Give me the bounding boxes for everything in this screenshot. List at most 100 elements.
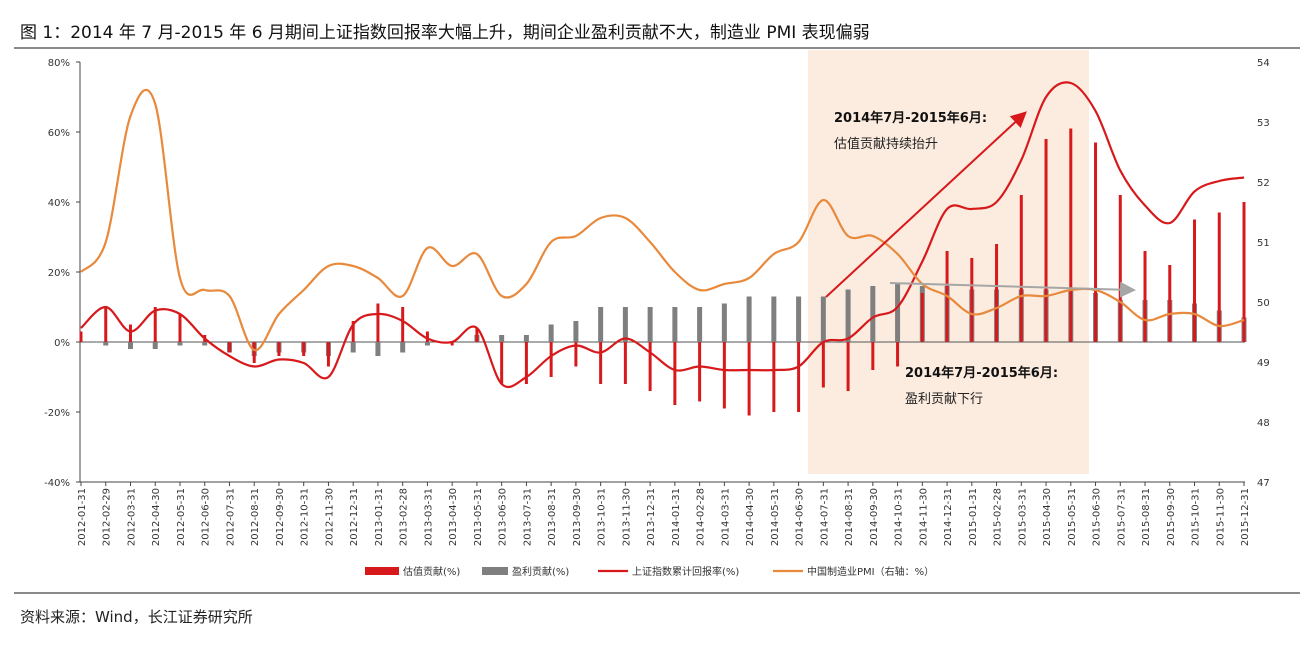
x-tick-label: 2015-12-31 — [1240, 488, 1251, 546]
bar — [574, 342, 578, 367]
line — [80, 88, 1245, 352]
bar — [1044, 139, 1048, 342]
bar — [673, 342, 677, 405]
bar — [970, 258, 974, 342]
x-tick-label: 2015-05-31 — [1067, 488, 1078, 546]
x-tick-label: 2012-11-30 — [324, 488, 335, 546]
arrow — [825, 111, 1027, 298]
legend-label: 盈利贡献(%) — [512, 565, 569, 578]
bar — [326, 342, 330, 367]
line — [80, 81, 1245, 389]
x-tick-label: 2013-04-30 — [448, 488, 459, 546]
x-tick-label: 2012-12-31 — [349, 488, 360, 546]
bar — [548, 324, 554, 342]
legend-swatch — [482, 567, 508, 575]
bar — [771, 296, 777, 342]
x-tick-label: 2012-03-31 — [126, 488, 137, 546]
y-tick-label: -40% — [44, 478, 70, 489]
x-tick-label: 2013-10-31 — [597, 488, 608, 546]
x-tick-label: 2013-02-28 — [399, 488, 410, 546]
annotation: 2014年7月-2015年6月: — [905, 365, 1058, 381]
x-tick-label: 2014-11-30 — [918, 488, 929, 546]
x-tick-label: 2014-10-31 — [894, 488, 905, 546]
x-tick-label: 2014-07-31 — [819, 488, 830, 546]
bar — [772, 342, 776, 412]
legend-label: 上证指数累计回报率(%) — [632, 565, 739, 578]
bar — [746, 296, 752, 342]
y2-tick-label: 53 — [1257, 118, 1270, 129]
source: 资料来源：Wind，长江证券研究所 — [20, 608, 253, 626]
x-tick-label: 2014-04-30 — [745, 488, 756, 546]
bar — [1069, 128, 1073, 342]
bar — [573, 321, 579, 342]
x-tick-label: 2014-09-30 — [869, 488, 880, 546]
bar — [1019, 195, 1023, 342]
x-tick-label: 2012-02-29 — [102, 488, 113, 546]
x-tick-label: 2013-05-31 — [473, 488, 484, 546]
x-tick-label: 2013-08-31 — [547, 488, 558, 546]
x-tick-label: 2013-03-31 — [423, 488, 434, 546]
x-tick-label: 2015-10-31 — [1191, 488, 1202, 546]
bar — [103, 342, 109, 346]
annotation: 盈利贡献下行 — [905, 392, 983, 407]
bar — [796, 296, 802, 342]
bar — [128, 324, 132, 342]
x-tick-label: 2013-12-31 — [646, 488, 657, 546]
x-tick-label: 2014-06-30 — [795, 488, 806, 546]
bar — [400, 342, 406, 353]
x-tick-label: 2014-03-31 — [720, 488, 731, 546]
bar — [153, 307, 157, 342]
bar — [152, 342, 158, 349]
bar — [821, 342, 825, 388]
y2-tick-label: 49 — [1257, 358, 1270, 369]
bar — [797, 342, 801, 412]
bar — [104, 307, 108, 342]
bar — [870, 286, 876, 342]
x-tick-label: 2012-09-30 — [275, 488, 286, 546]
annotation: 2014年7月-2015年6月: — [834, 110, 987, 126]
bar — [252, 342, 256, 363]
x-tick-label: 2015-03-31 — [1017, 488, 1028, 546]
y2-tick-label: 50 — [1257, 298, 1270, 309]
bar — [1193, 219, 1197, 342]
x-tick-label: 2012-08-31 — [250, 488, 261, 546]
bar — [697, 307, 703, 342]
legend-swatch — [365, 567, 399, 575]
bar — [202, 342, 208, 346]
bar — [648, 342, 652, 391]
arrow — [889, 281, 1136, 298]
x-tick-label: 2012-07-31 — [225, 488, 236, 546]
y2-tick-label: 48 — [1257, 418, 1270, 429]
bar — [350, 342, 356, 353]
bar — [1242, 202, 1246, 342]
x-tick-label: 2015-07-31 — [1116, 488, 1127, 546]
bar — [424, 342, 430, 346]
x-tick-label: 2015-06-30 — [1092, 488, 1103, 546]
bar — [177, 342, 183, 346]
bar — [1217, 212, 1221, 342]
bar — [277, 342, 281, 356]
bar — [747, 342, 751, 416]
bar — [1143, 251, 1147, 342]
y-tick-label: 60% — [48, 128, 70, 139]
x-tick-label: 2015-01-31 — [968, 488, 979, 546]
x-tick-label: 2013-07-31 — [522, 488, 533, 546]
x-tick-label: 2013-09-30 — [572, 488, 583, 546]
x-tick-label: 2012-04-30 — [151, 488, 162, 546]
bar — [351, 321, 355, 342]
y2-tick-label: 47 — [1257, 478, 1270, 489]
x-tick-label: 2014-12-31 — [943, 488, 954, 546]
x-tick-label: 2015-04-30 — [1042, 488, 1053, 546]
x-tick-label: 2014-02-28 — [696, 488, 707, 546]
bar — [499, 335, 505, 342]
y2-tick-label: 52 — [1257, 178, 1270, 189]
bar — [549, 342, 553, 377]
bar — [302, 342, 306, 356]
y-tick-label: 20% — [48, 268, 70, 279]
y-tick-label: -20% — [44, 408, 70, 419]
y-tick-label: 0% — [54, 338, 70, 349]
bar — [523, 335, 529, 342]
bar — [820, 296, 826, 342]
bar — [475, 328, 479, 342]
